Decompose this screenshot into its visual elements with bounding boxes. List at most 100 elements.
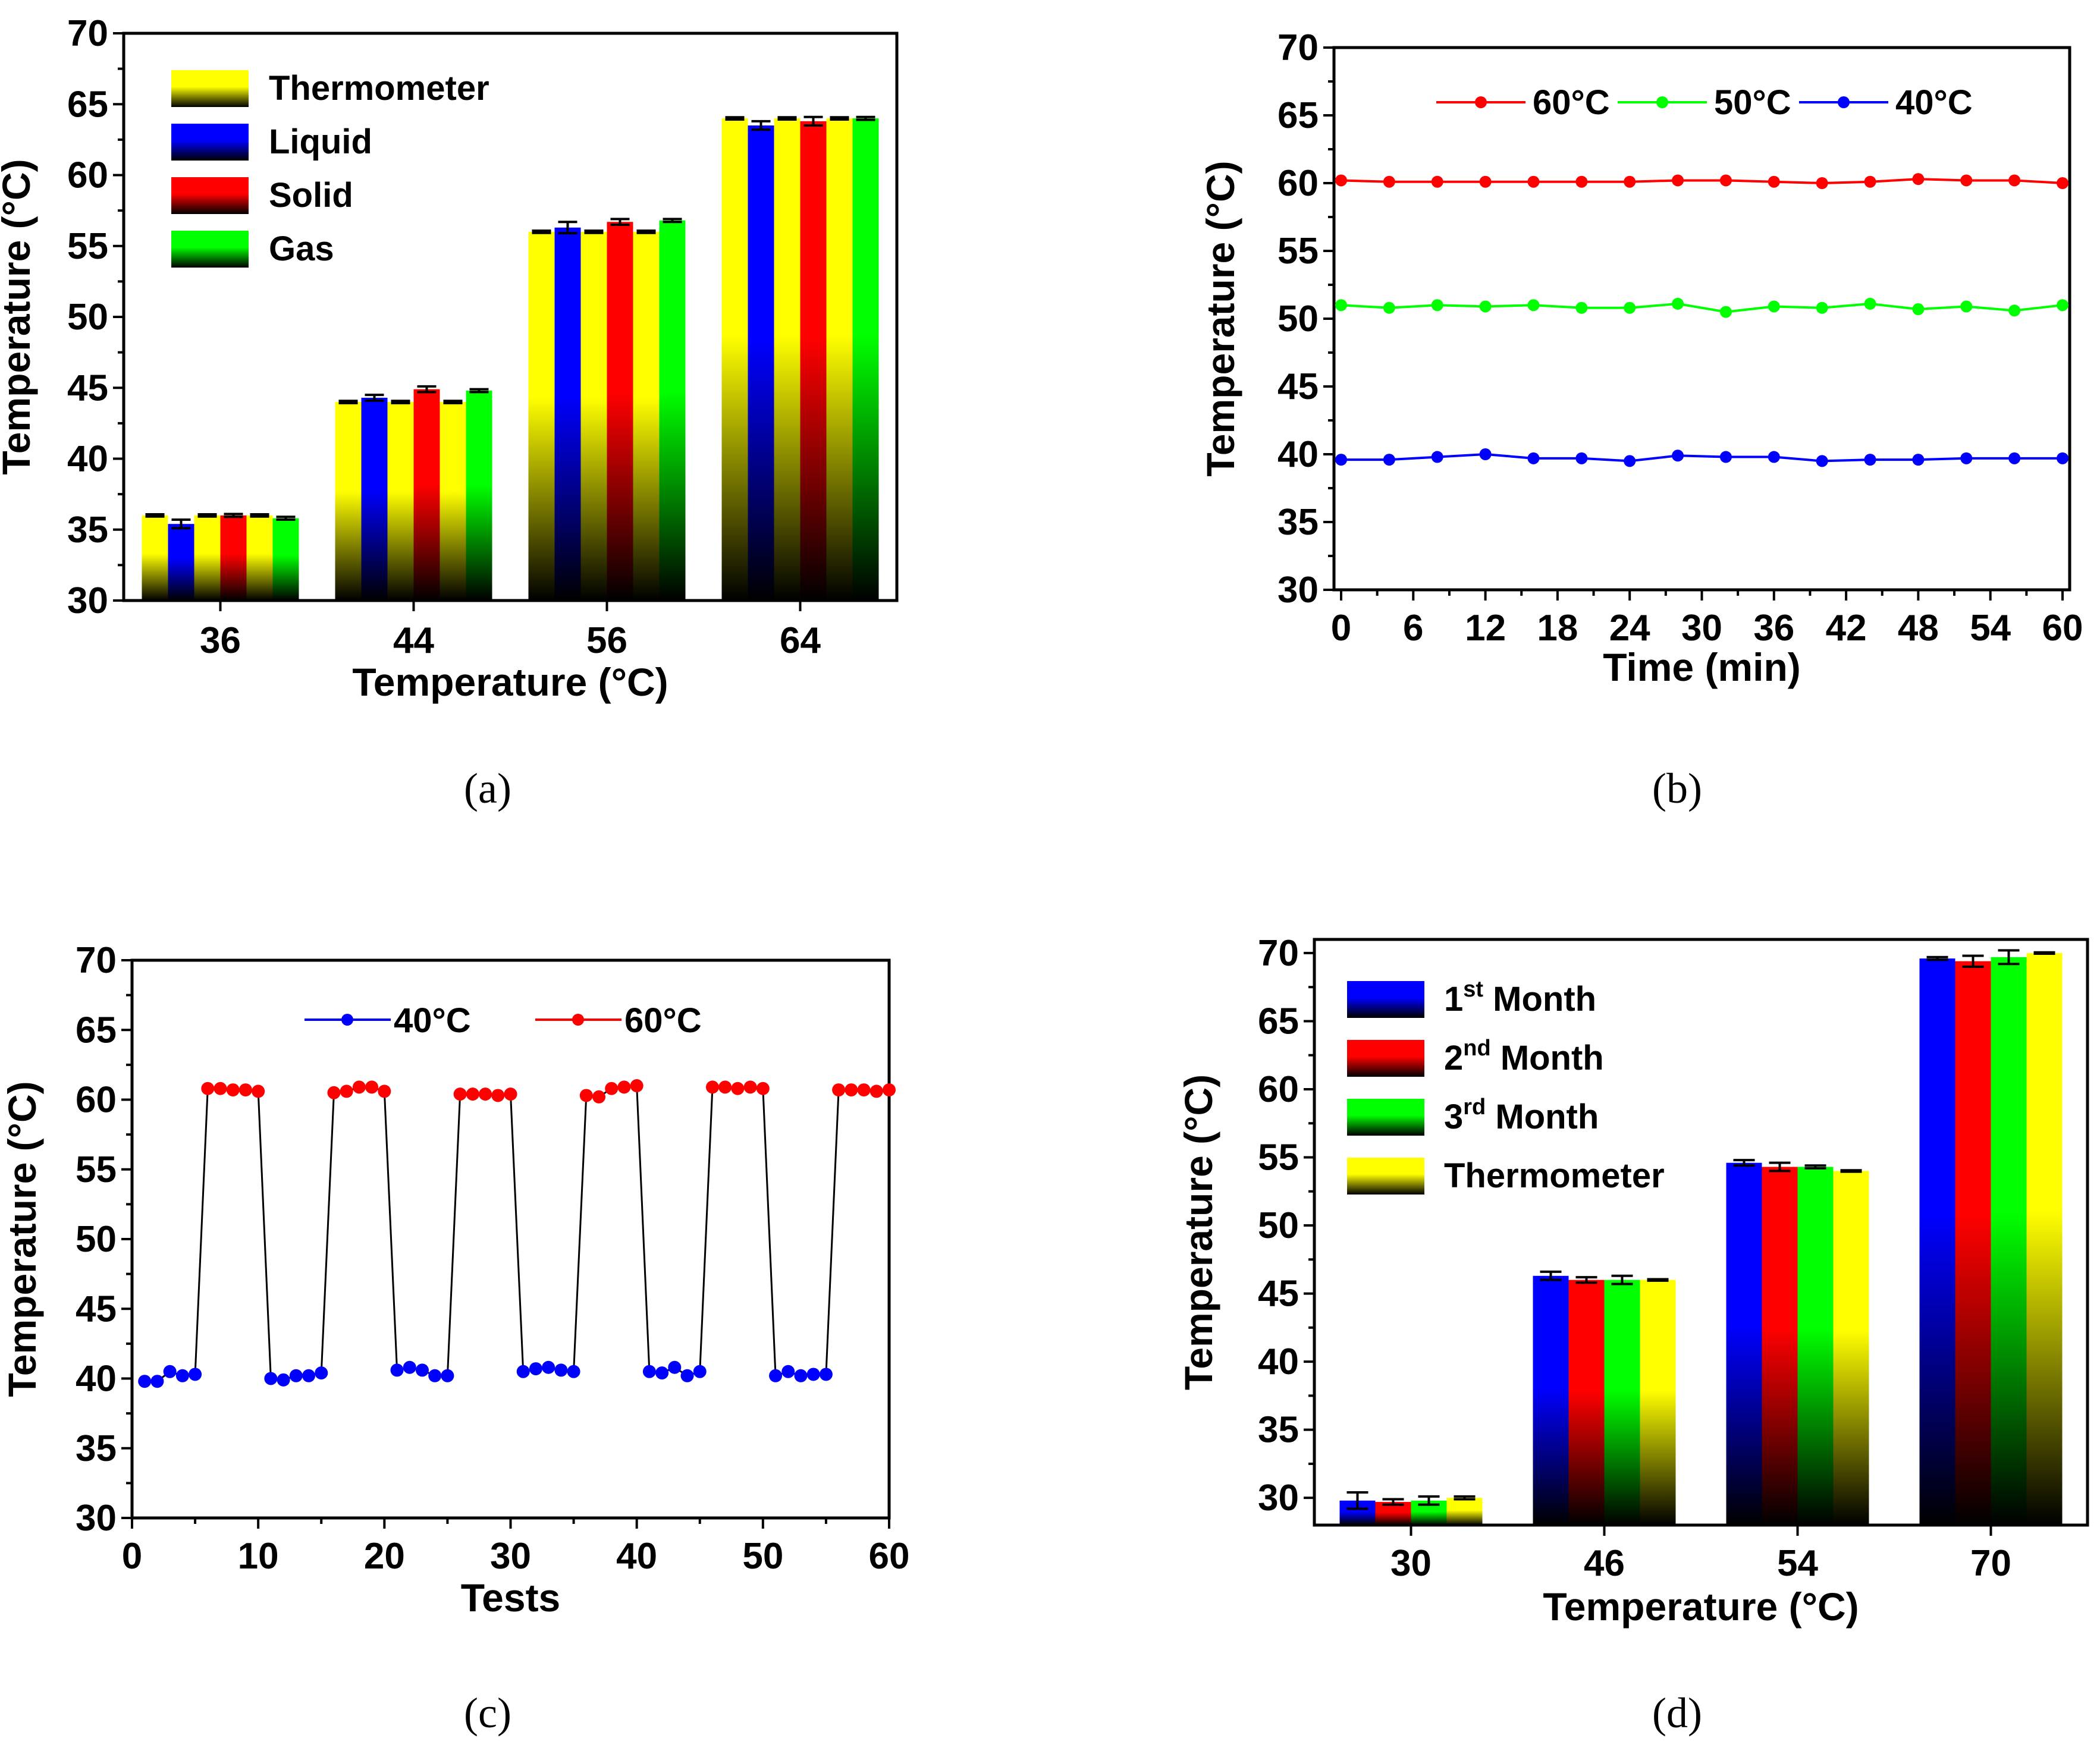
x-tick-label: 60 (2042, 608, 2083, 649)
legend-swatch-1 (1347, 1040, 1424, 1077)
bar-series-0 (1726, 1162, 1762, 1525)
data-point (1383, 175, 1395, 188)
data-point (1431, 451, 1443, 463)
x-tick-label: 54 (1777, 1543, 1818, 1584)
x-tick-label: 48 (1898, 608, 1939, 649)
y-tick-label: 65 (76, 1010, 117, 1051)
x-tick-label: 70 (1970, 1543, 2011, 1584)
bar-liquid (554, 227, 581, 601)
data-point (1960, 452, 1973, 464)
x-tick-label: 40 (616, 1536, 657, 1577)
legend-label-superscript: nd (1463, 1036, 1490, 1061)
x-axis-label: Temperature (°C) (352, 660, 668, 704)
bar-thermometer (528, 231, 555, 601)
legend-label: 50°C (1714, 83, 1791, 122)
data-point (1624, 301, 1636, 314)
legend-label: Gas (269, 230, 334, 268)
y-tick-label: 40 (1258, 1341, 1299, 1382)
legend-label: 3rd Month (1444, 1095, 1599, 1136)
x-tick-label: 24 (1609, 608, 1650, 649)
data-point (1960, 300, 1973, 313)
x-tick-label: 10 (238, 1536, 279, 1577)
legend-label-rest: Month (1483, 980, 1596, 1019)
data-point-40 (655, 1366, 669, 1380)
data-point (1431, 175, 1443, 188)
x-axis-label: Tests (461, 1576, 561, 1620)
y-tick-label: 30 (1258, 1478, 1299, 1519)
x-axis-label: Time (min) (1603, 645, 1800, 689)
data-point-60 (857, 1083, 871, 1097)
legend-swatch-gas (171, 231, 249, 268)
data-point-60 (617, 1080, 631, 1094)
x-tick-label: 44 (393, 620, 434, 661)
data-point-40 (642, 1365, 656, 1378)
data-point (1335, 299, 1347, 312)
data-point (1575, 301, 1588, 314)
bar-solid (413, 389, 440, 601)
bar-solid (220, 515, 247, 601)
data-point-60 (365, 1080, 379, 1094)
legend-label-base: 3 (1444, 1098, 1463, 1136)
data-point (1575, 452, 1588, 464)
data-point (1479, 175, 1492, 188)
data-point-40 (415, 1363, 429, 1377)
data-point (2057, 177, 2068, 189)
data-point-40 (794, 1369, 808, 1382)
bar-series-3 (1833, 1171, 1869, 1525)
data-point-60 (491, 1089, 505, 1102)
y-tick-label: 65 (1258, 1001, 1299, 1042)
legend-label-base: 1 (1444, 980, 1463, 1019)
y-axis-label: Temperature (°C) (1176, 1074, 1220, 1390)
legend-label-base: 2 (1444, 1039, 1463, 1077)
x-tick-label: 50 (742, 1536, 783, 1577)
x-tick-label: 6 (1403, 608, 1423, 649)
legend-label: Solid (269, 176, 353, 215)
bar-series-1 (1762, 1167, 1798, 1525)
data-point (1527, 452, 1540, 464)
y-tick-label: 45 (1277, 366, 1319, 407)
data-point (1816, 455, 1828, 467)
plot-frame (1313, 938, 2089, 1527)
x-tick-label: 36 (1753, 608, 1794, 649)
data-point (1912, 454, 1925, 466)
x-tick-label: 36 (200, 620, 241, 661)
data-point-60 (466, 1087, 479, 1101)
x-tick-label: 64 (780, 620, 821, 661)
bar-thermometer (387, 402, 414, 601)
bar-series-0 (1533, 1275, 1569, 1525)
y-axis-label: Temperature (°C) (0, 1081, 44, 1397)
x-tick-label: 42 (1826, 608, 1867, 649)
data-point-60 (731, 1082, 745, 1095)
x-tick-label: 20 (364, 1536, 405, 1577)
data-point-60 (756, 1082, 770, 1095)
data-point (1719, 174, 1732, 187)
data-point-60 (832, 1083, 846, 1097)
x-tick-label: 46 (1584, 1543, 1625, 1584)
y-tick-label: 55 (76, 1149, 117, 1190)
data-point-60 (479, 1087, 492, 1101)
data-point (1912, 173, 1925, 186)
data-point-60 (883, 1083, 896, 1097)
data-point-40 (390, 1363, 404, 1377)
data-point-40 (289, 1369, 303, 1382)
y-tick-label: 30 (76, 1498, 117, 1539)
data-point-60 (453, 1087, 467, 1101)
data-point (1383, 454, 1395, 466)
data-point-60 (214, 1082, 227, 1095)
data-point (2008, 174, 2021, 187)
x-tick-label: 54 (1970, 608, 2011, 649)
data-point-40 (138, 1375, 152, 1388)
data-point-40 (542, 1360, 555, 1374)
data-point (1624, 175, 1636, 188)
bar-series-2 (1797, 1167, 1834, 1525)
data-point-40 (769, 1369, 783, 1382)
data-point-60 (504, 1087, 517, 1101)
legend-label-base: Thermometer (1444, 1156, 1665, 1195)
bar-liquid (168, 524, 194, 601)
y-tick-label: 40 (67, 439, 108, 480)
legend-label-rest: Month (1486, 1098, 1599, 1136)
data-point (1624, 455, 1636, 467)
y-tick-label: 45 (67, 367, 108, 408)
legend-swatch-3 (1347, 1158, 1424, 1195)
data-point-40 (529, 1362, 542, 1376)
